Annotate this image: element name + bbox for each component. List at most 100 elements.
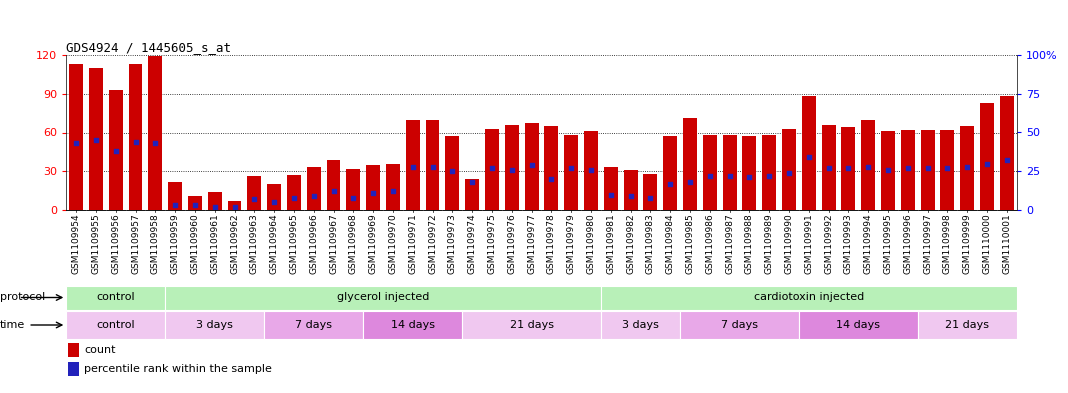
- Text: GSM1109969: GSM1109969: [368, 214, 378, 274]
- Text: GSM1109982: GSM1109982: [626, 214, 635, 274]
- Bar: [1000, 96, 1014, 210]
- Point: [563, 165, 580, 171]
- Text: GSM1109986: GSM1109986: [705, 214, 714, 274]
- Bar: [128, 64, 142, 210]
- Bar: [69, 64, 83, 210]
- Text: GSM1109999: GSM1109999: [962, 214, 972, 274]
- Bar: [287, 175, 301, 210]
- Text: GSM1109954: GSM1109954: [72, 214, 80, 274]
- Bar: [462, 310, 601, 340]
- Text: GSM1109983: GSM1109983: [646, 214, 655, 274]
- Point: [978, 160, 995, 167]
- Bar: [208, 192, 222, 210]
- Point: [424, 163, 441, 170]
- Point: [484, 165, 501, 171]
- Text: GSM1109980: GSM1109980: [586, 214, 596, 274]
- Bar: [307, 167, 320, 210]
- Point: [820, 165, 837, 171]
- Text: GSM1109981: GSM1109981: [607, 214, 615, 274]
- Text: GSM1109955: GSM1109955: [92, 214, 100, 274]
- Text: GSM1109997: GSM1109997: [923, 214, 932, 274]
- Bar: [188, 196, 202, 210]
- Bar: [89, 68, 103, 210]
- Point: [246, 196, 263, 202]
- Point: [999, 157, 1016, 163]
- Bar: [524, 123, 538, 210]
- Text: GSM1109970: GSM1109970: [389, 214, 397, 274]
- Point: [464, 179, 481, 185]
- Bar: [917, 310, 1017, 340]
- Point: [305, 193, 323, 199]
- Bar: [346, 169, 360, 210]
- Bar: [327, 160, 341, 210]
- Point: [127, 139, 144, 145]
- Bar: [545, 126, 559, 210]
- Bar: [66, 285, 166, 310]
- Bar: [264, 310, 363, 340]
- Bar: [980, 103, 994, 210]
- Bar: [624, 170, 638, 210]
- Text: GSM1109985: GSM1109985: [686, 214, 694, 274]
- Point: [364, 190, 381, 196]
- Bar: [366, 165, 380, 210]
- Point: [860, 163, 877, 170]
- Text: GSM1109987: GSM1109987: [725, 214, 734, 274]
- Point: [920, 165, 937, 171]
- Bar: [406, 119, 420, 210]
- Text: 21 days: 21 days: [945, 320, 989, 330]
- Text: GSM1109974: GSM1109974: [468, 214, 476, 274]
- Point: [285, 195, 302, 201]
- Text: GSM1109992: GSM1109992: [824, 214, 833, 274]
- Text: control: control: [96, 320, 135, 330]
- Bar: [68, 362, 79, 376]
- Bar: [821, 125, 835, 210]
- Point: [444, 168, 461, 174]
- Text: GSM1109962: GSM1109962: [230, 214, 239, 274]
- Point: [760, 173, 778, 179]
- Point: [503, 167, 520, 173]
- Point: [345, 195, 362, 201]
- Text: GSM1109984: GSM1109984: [665, 214, 675, 274]
- Text: GSM1109977: GSM1109977: [528, 214, 536, 274]
- Text: GSM1109993: GSM1109993: [844, 214, 853, 274]
- Text: GSM1109966: GSM1109966: [310, 214, 318, 274]
- Text: GSM1109958: GSM1109958: [151, 214, 160, 274]
- Text: GSM1109960: GSM1109960: [190, 214, 200, 274]
- Text: 14 days: 14 days: [836, 320, 880, 330]
- Point: [662, 180, 679, 187]
- Point: [622, 193, 639, 199]
- Point: [206, 204, 223, 210]
- Bar: [881, 131, 895, 210]
- Text: GSM1109973: GSM1109973: [447, 214, 457, 274]
- Bar: [782, 129, 796, 210]
- Point: [107, 148, 124, 154]
- Bar: [703, 135, 717, 210]
- Bar: [148, 56, 162, 210]
- Text: 7 days: 7 days: [721, 320, 758, 330]
- Bar: [742, 136, 756, 210]
- Bar: [663, 136, 677, 210]
- Bar: [426, 119, 440, 210]
- Point: [800, 154, 817, 160]
- Text: control: control: [96, 292, 135, 303]
- Text: 14 days: 14 days: [391, 320, 435, 330]
- Text: GSM1109994: GSM1109994: [864, 214, 873, 274]
- Point: [642, 195, 659, 201]
- Point: [266, 199, 283, 206]
- Bar: [68, 343, 79, 357]
- Text: GSM1109972: GSM1109972: [428, 214, 437, 274]
- Bar: [168, 182, 182, 210]
- Text: GSM1109963: GSM1109963: [250, 214, 258, 274]
- Point: [781, 170, 798, 176]
- Bar: [960, 126, 974, 210]
- Bar: [267, 184, 281, 210]
- Bar: [601, 285, 1017, 310]
- Text: GSM1109976: GSM1109976: [507, 214, 516, 274]
- Bar: [564, 135, 578, 210]
- Point: [384, 188, 402, 195]
- Point: [88, 137, 105, 143]
- Text: GSM1110001: GSM1110001: [1003, 214, 1011, 274]
- Text: time: time: [0, 320, 26, 330]
- Text: glycerol injected: glycerol injected: [336, 292, 429, 303]
- Point: [543, 176, 560, 182]
